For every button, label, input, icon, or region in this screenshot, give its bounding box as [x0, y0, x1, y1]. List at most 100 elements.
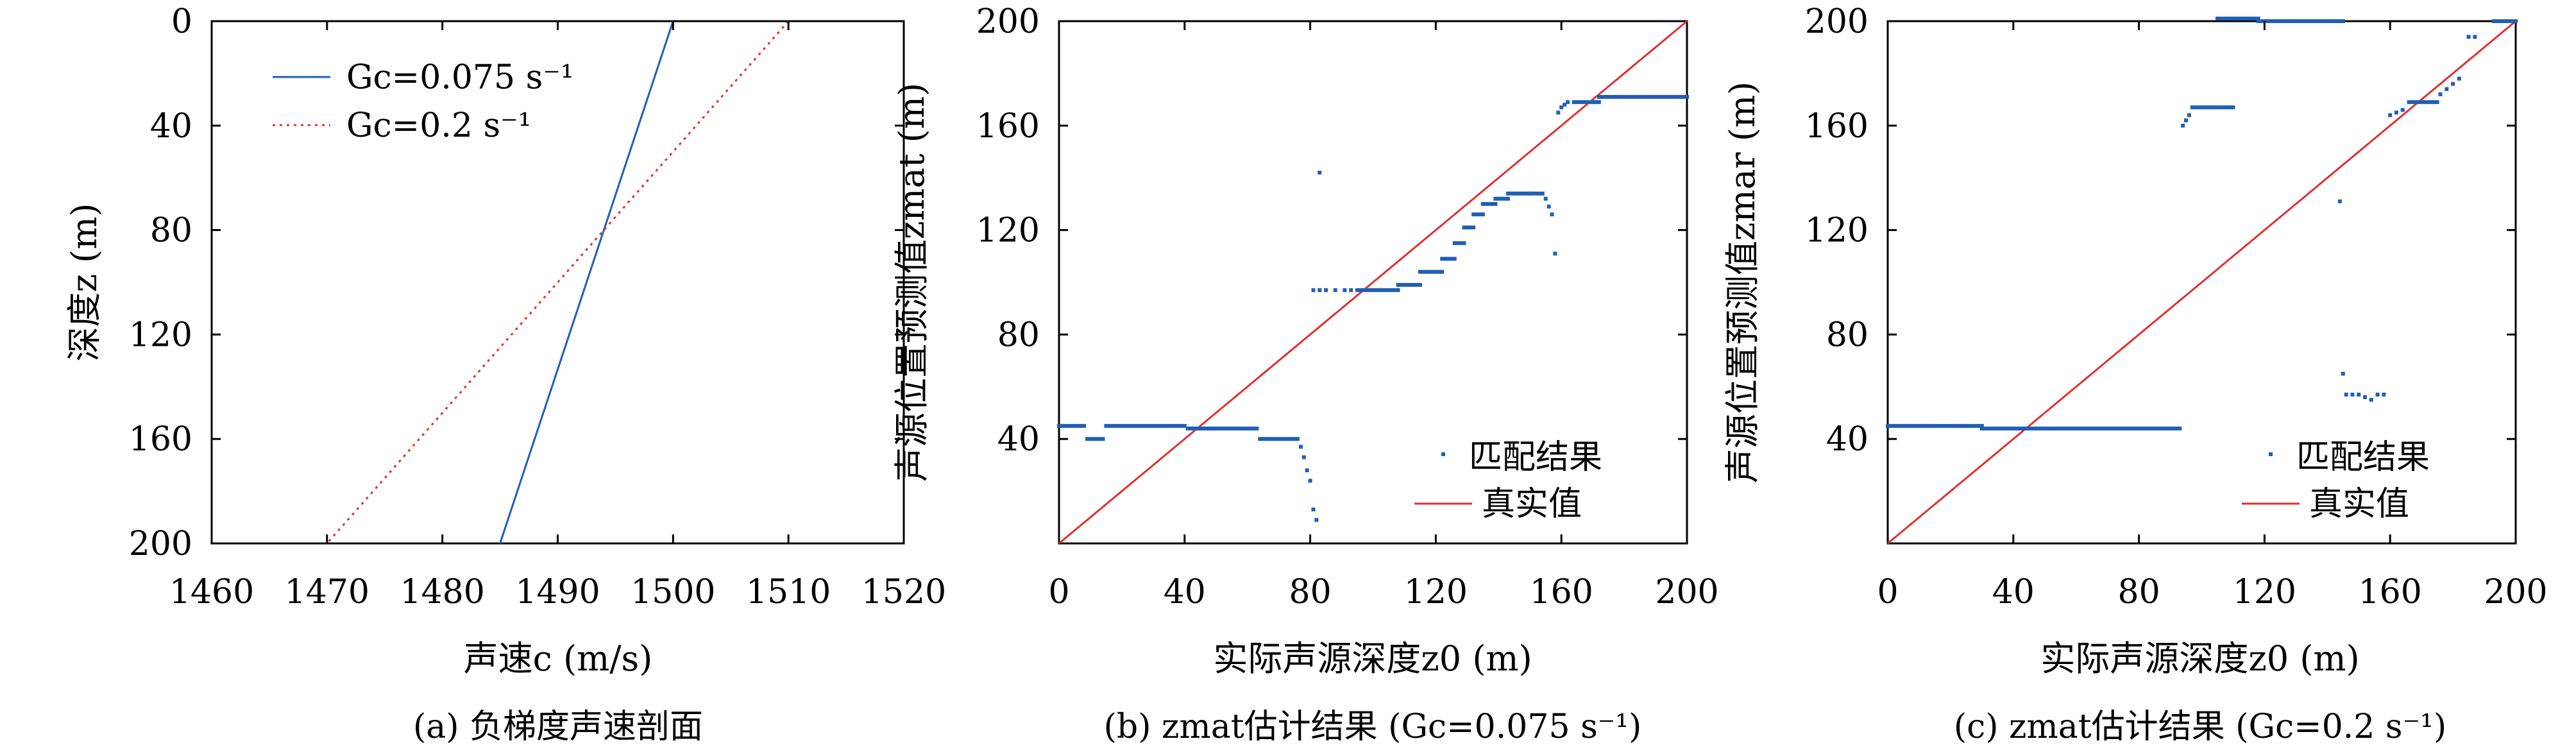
- match-point: [2181, 123, 2185, 128]
- x-tick-label: 80: [1289, 573, 1332, 611]
- match-point: [1559, 105, 1564, 110]
- match-point: [1923, 423, 1928, 428]
- match-point: [2215, 105, 2219, 110]
- match-point: [1471, 225, 1476, 230]
- match-point: [1675, 95, 1680, 99]
- match-point: [1505, 196, 1510, 201]
- match-point: [1396, 288, 1400, 293]
- match-point: [1929, 423, 1934, 428]
- match-point: [1597, 100, 1601, 105]
- match-point: [2187, 113, 2191, 117]
- match-point: [2438, 92, 2443, 96]
- match-point: [1654, 95, 1658, 99]
- match-point: [2269, 19, 2273, 23]
- match-point: [1311, 288, 1316, 293]
- match-point: [1427, 269, 1432, 274]
- match-point: [1603, 95, 1607, 99]
- match-point: [1528, 191, 1532, 196]
- panel-a-yticks: 0 40 80 120 160 200: [129, 3, 904, 563]
- match-point: [1933, 423, 1937, 428]
- match-point: [1619, 95, 1623, 99]
- match-point: [1540, 191, 1545, 196]
- match-point: [2014, 426, 2019, 430]
- match-point: [1452, 257, 1457, 261]
- match-point: [2432, 100, 2436, 105]
- match-point: [1647, 95, 1652, 99]
- match-point: [1139, 423, 1143, 428]
- match-point: [2049, 426, 2053, 430]
- match-point: [2165, 426, 2169, 430]
- match-point: [1534, 191, 1539, 196]
- x-tick-label: 1460: [169, 573, 254, 611]
- match-point: [1525, 191, 1529, 196]
- panel-c-ylabel: 声源位置预测值zmar (m): [1722, 81, 1763, 483]
- match-point: [1656, 95, 1661, 99]
- match-point: [1117, 423, 1121, 428]
- match-point: [2375, 393, 2380, 397]
- legend-label-truth: 真实值: [2309, 485, 2409, 524]
- match-point: [1584, 100, 1589, 105]
- match-point: [1296, 437, 1300, 441]
- match-point: [1205, 426, 1209, 430]
- match-point: [1349, 288, 1353, 293]
- match-point: [2143, 426, 2148, 430]
- match-point: [2121, 426, 2126, 430]
- match-point: [2099, 426, 2103, 430]
- match-point: [2419, 100, 2424, 105]
- match-point: [1386, 288, 1391, 293]
- match-point: [1591, 100, 1595, 105]
- match-point: [1679, 95, 1683, 99]
- y-tick-label: 40: [1826, 420, 1868, 459]
- match-point: [2341, 371, 2345, 376]
- match-point: [2155, 426, 2160, 430]
- match-point: [1979, 426, 1984, 430]
- panel-b-xticks: 0 40 80 120 160 200: [1048, 21, 1719, 611]
- match-point: [2055, 426, 2060, 430]
- match-point: [2027, 426, 2031, 430]
- panel-a-xticks: 1460 1470 1480 1490 1500 1510 1520: [169, 21, 946, 611]
- match-point: [2416, 100, 2421, 105]
- match-point: [2140, 426, 2144, 430]
- panel-a-xlabel: 声速c (m/s): [464, 638, 653, 679]
- match-point: [2400, 108, 2405, 112]
- match-point: [1609, 95, 1614, 99]
- match-point: [1625, 95, 1629, 99]
- match-point: [1286, 437, 1291, 441]
- match-point: [2168, 426, 2173, 430]
- match-point: [1305, 468, 1309, 473]
- match-point: [1546, 204, 1551, 209]
- legend-label-match: 匹配结果: [1469, 438, 1602, 477]
- match-point: [2337, 199, 2342, 203]
- match-point: [1142, 423, 1146, 428]
- match-point: [2231, 105, 2235, 110]
- match-point: [1666, 95, 1670, 99]
- x-tick-label: 1470: [285, 573, 369, 611]
- match-point: [1314, 518, 1319, 522]
- match-point: [2228, 105, 2232, 110]
- match-point: [1371, 288, 1375, 293]
- match-point: [1123, 423, 1127, 428]
- match-point: [1521, 191, 1526, 196]
- y-tick-label: 160: [976, 107, 1040, 146]
- match-point: [1129, 423, 1133, 428]
- match-point: [2316, 19, 2320, 23]
- y-tick-label: 160: [129, 420, 192, 459]
- match-point: [2178, 426, 2182, 430]
- match-point: [1223, 426, 1228, 430]
- match-point: [1954, 423, 1959, 428]
- match-point: [2193, 105, 2198, 110]
- match-point: [1239, 426, 1243, 430]
- match-point: [1273, 437, 1278, 441]
- match-point: [2074, 426, 2078, 430]
- match-point: [1399, 283, 1403, 287]
- match-point: [1452, 241, 1457, 245]
- panel-c-caption: (c) zmat估计结果 (Gc=0.2 s⁻¹): [1954, 708, 2446, 746]
- match-point: [1644, 95, 1648, 99]
- match-point: [2332, 19, 2336, 23]
- x-tick-label: 200: [2484, 573, 2547, 611]
- match-point: [1578, 100, 1582, 105]
- match-point: [2504, 19, 2509, 23]
- match-point: [1964, 423, 1969, 428]
- match-point: [1917, 423, 1921, 428]
- match-point: [2312, 19, 2317, 23]
